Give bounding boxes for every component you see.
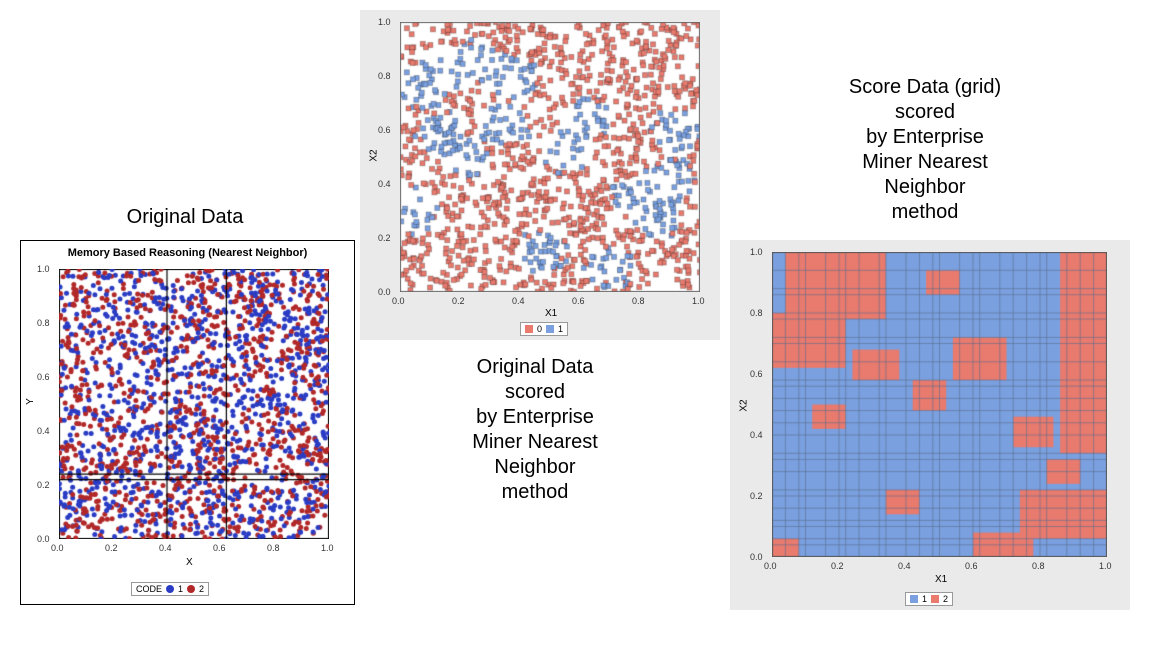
xtick-label: 0.2: [831, 561, 844, 571]
scatter-scored: [400, 22, 700, 292]
panel-right-legend: 1 2: [905, 592, 953, 606]
classification-grid: [772, 252, 1107, 557]
panel-right-ylabel: X2: [739, 399, 750, 411]
xtick-label: 0.8: [632, 296, 645, 306]
ytick-label: 0.6: [750, 369, 763, 379]
xtick-label: 1.0: [1099, 561, 1112, 571]
legend-item-r1: 2: [943, 594, 948, 604]
ytick-label: 0.4: [37, 426, 50, 436]
ytick-label: 0.8: [37, 318, 50, 328]
label-original-data: Original Data: [100, 205, 270, 230]
ytick-label: 0.2: [750, 491, 763, 501]
ytick-label: 0.2: [37, 480, 50, 490]
legend-swatch-r1: [931, 595, 939, 603]
panel-right-xlabel: X1: [935, 574, 947, 585]
legend-swatch-c0: [525, 325, 533, 333]
xtick-label: 0.4: [512, 296, 525, 306]
ytick-label: 1.0: [750, 247, 763, 257]
legend-item-c0: 0: [537, 324, 542, 334]
panel-center-xlabel: X1: [545, 308, 557, 319]
label-original-scored: Original Data scored by Enterprise Miner…: [410, 355, 660, 505]
ytick-label: 1.0: [378, 17, 391, 27]
legend-item-c1: 1: [558, 324, 563, 334]
xtick-label: 1.0: [321, 543, 334, 553]
panel-left-xlabel: X: [186, 557, 193, 568]
xtick-label: 0.8: [1032, 561, 1045, 571]
ytick-label: 0.4: [378, 179, 391, 189]
legend-swatch-2: [187, 585, 195, 593]
ytick-label: 0.8: [750, 308, 763, 318]
xtick-label: 0.8: [267, 543, 280, 553]
panel-score-grid: 0.0 0.2 0.4 0.6 0.8 1.0 0.0 0.2 0.4 0.6 0.8 1.0 X2…: [730, 240, 1130, 610]
ytick-label: 0.2: [378, 233, 391, 243]
legend-item-r0: 1: [922, 594, 927, 604]
legend-swatch-c1: [546, 325, 554, 333]
ytick-label: 0.0: [750, 552, 763, 562]
panel-scored-original: 0.0 0.2 0.4 0.6 0.8 1.0 0.0 0.2 0.4 0.6 0.8 1.0 X2…: [360, 10, 720, 340]
legend-item-2: 2: [199, 584, 204, 594]
xtick-label: 0.6: [572, 296, 585, 306]
legend-swatch-1: [166, 585, 174, 593]
label-score-grid: Score Data (grid) scored by Enterprise M…: [800, 75, 1050, 225]
panel-center-legend: 0 1: [520, 322, 568, 336]
xtick-label: 0.4: [159, 543, 172, 553]
xtick-label: 0.0: [392, 296, 405, 306]
ytick-label: 0.6: [37, 372, 50, 382]
xtick-label: 0.0: [51, 543, 64, 553]
ytick-label: 0.4: [750, 430, 763, 440]
xtick-label: 0.4: [898, 561, 911, 571]
xtick-label: 0.0: [764, 561, 777, 571]
legend-label: CODE: [136, 584, 162, 594]
ytick-label: 1.0: [37, 264, 50, 274]
scatter-original: [59, 269, 329, 539]
panel-left-title: Memory Based Reasoning (Nearest Neighbor…: [21, 247, 354, 259]
panel-original-data: Memory Based Reasoning (Nearest Neighbor…: [20, 240, 355, 605]
xtick-label: 0.6: [965, 561, 978, 571]
xtick-label: 0.6: [213, 543, 226, 553]
legend-swatch-r0: [910, 595, 918, 603]
xtick-label: 0.2: [105, 543, 118, 553]
ytick-label: 0.0: [37, 534, 50, 544]
xtick-label: 0.2: [452, 296, 465, 306]
panel-center-ylabel: X2: [369, 149, 380, 161]
xtick-label: 1.0: [692, 296, 705, 306]
panel-left-ylabel: Y: [25, 398, 36, 405]
ytick-label: 0.8: [378, 71, 391, 81]
ytick-label: 0.0: [378, 287, 391, 297]
panel-left-legend: CODE 1 2: [131, 582, 209, 596]
ytick-label: 0.6: [378, 125, 391, 135]
legend-item-1: 1: [178, 584, 183, 594]
